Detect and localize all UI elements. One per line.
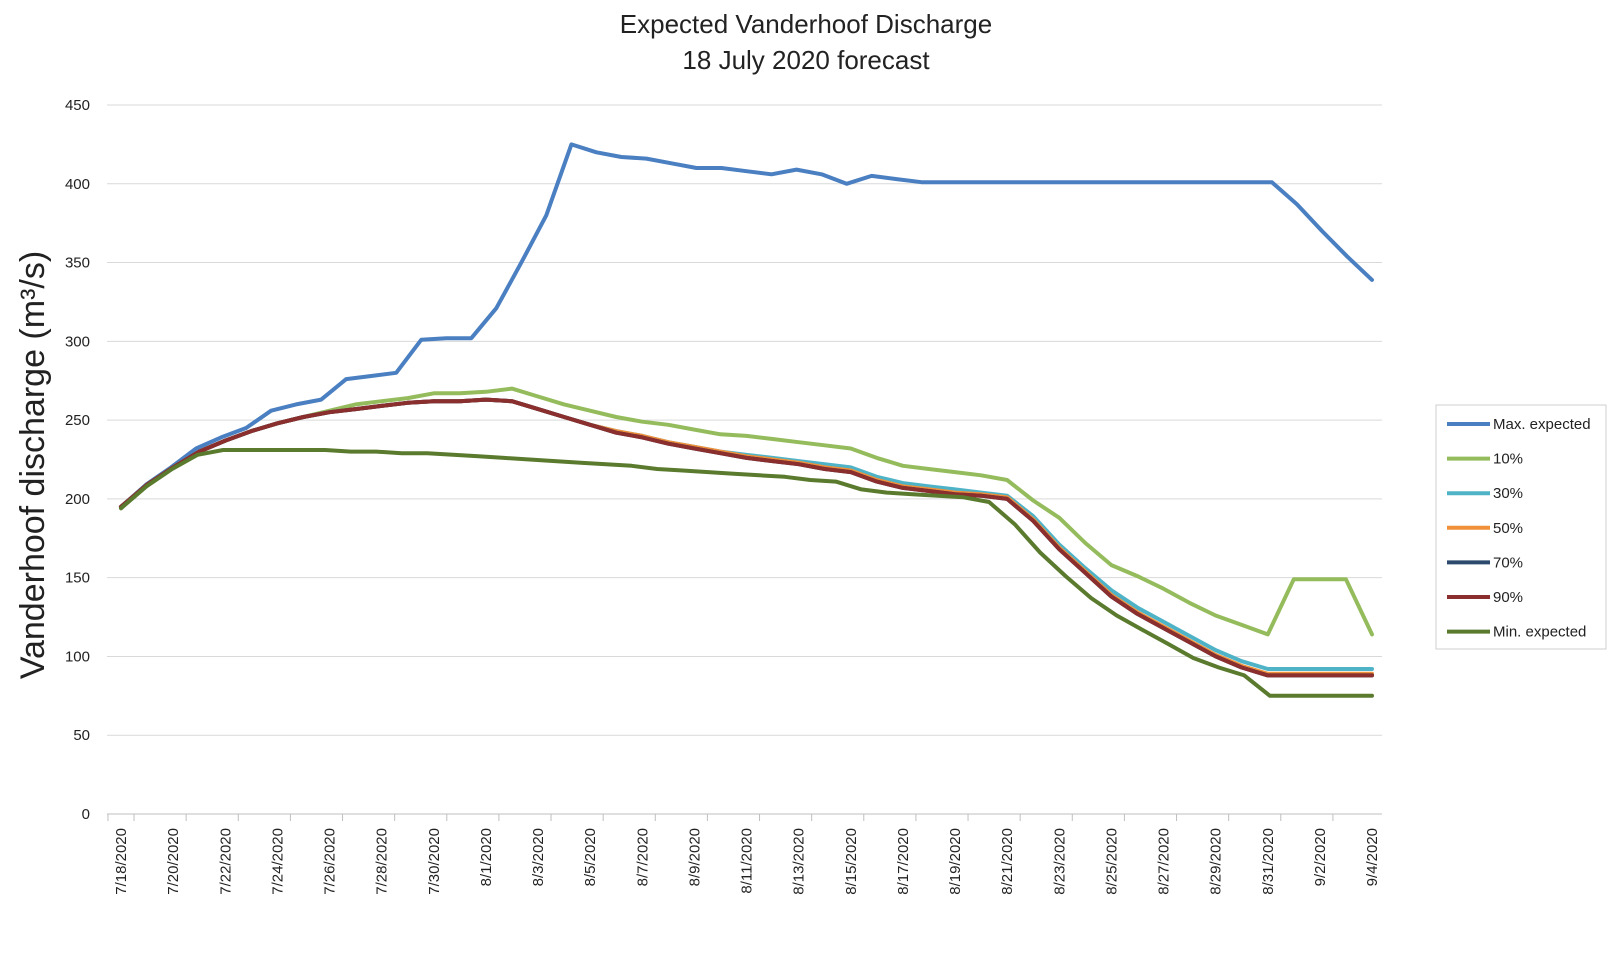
x-tick-label: 8/25/2020 [1103, 828, 1120, 895]
gridlines [107, 104, 1382, 736]
x-tick-label: 9/2/2020 [1312, 828, 1329, 886]
x-tick-label: 8/11/2020 [739, 828, 756, 894]
legend-label: 30% [1493, 485, 1523, 502]
x-tick-label: 8/27/2020 [1156, 828, 1173, 895]
y-tick-label: 0 [82, 806, 90, 823]
legend-label: 50% [1493, 520, 1523, 537]
y-tick-label: 350 [65, 255, 90, 272]
series-line-6 [119, 448, 1374, 698]
x-tick-label: 8/17/2020 [895, 828, 912, 895]
y-tick-label: 50 [73, 727, 90, 744]
x-tick-label: 8/7/2020 [634, 828, 651, 886]
x-tick-label: 8/31/2020 [1260, 828, 1277, 895]
y-axis-label: Vanderhoof discharge (m³/s) [14, 251, 52, 679]
y-tick-label: 300 [65, 333, 90, 350]
legend-label: 70% [1493, 554, 1523, 571]
x-tick-label: 7/24/2020 [269, 828, 286, 895]
x-tick-label: 9/4/2020 [1364, 828, 1381, 886]
legend: Max. expected 10% 30% 50% 70% 90% Min. expecte… [1435, 404, 1607, 650]
x-tick-label: 8/29/2020 [1208, 828, 1225, 895]
x-tick-label: 7/28/2020 [374, 828, 391, 895]
y-tick-label: 250 [65, 412, 90, 429]
legend-label: 10% [1493, 451, 1523, 468]
x-tick-label: 7/30/2020 [426, 828, 443, 895]
x-tick-label: 8/19/2020 [947, 828, 964, 895]
x-tick-label: 8/15/2020 [843, 828, 860, 895]
series-lines [119, 142, 1374, 698]
x-tick-label: 7/26/2020 [322, 828, 339, 895]
series-line-0 [119, 142, 1374, 509]
x-tick-label: 7/18/2020 [113, 828, 130, 895]
x-tick-label: 8/5/2020 [582, 828, 599, 886]
series-line-1 [119, 386, 1374, 637]
series-line-5 [119, 397, 1374, 678]
axes: 0 50 100 150 200 250 300 350 400 450 7/18/2020 7/20… [65, 97, 1382, 895]
y-tick-label: 100 [65, 648, 90, 665]
x-tick-label: 8/23/2020 [1051, 828, 1068, 895]
y-tick-label: 400 [65, 176, 90, 193]
x-tick-label: 7/20/2020 [165, 828, 182, 895]
series-line-2 [119, 397, 1374, 671]
x-tick-label: 7/22/2020 [217, 828, 234, 895]
x-tick-label: 8/9/2020 [686, 828, 703, 886]
legend-label: Max. expected [1493, 416, 1591, 433]
x-tick-label: 8/13/2020 [791, 828, 808, 895]
chart-subtitle: 18 July 2020 forecast [682, 45, 930, 75]
x-tick-label: 8/3/2020 [530, 828, 547, 886]
x-tick-label: 8/21/2020 [999, 828, 1016, 895]
legend-label: Min. expected [1493, 624, 1586, 641]
y-tick-label: 150 [65, 570, 90, 587]
y-tick-label: 450 [65, 97, 90, 114]
chart-title: Expected Vanderhoof Discharge [620, 9, 992, 39]
x-tick-label: 8/1/2020 [478, 828, 495, 886]
y-tick-label: 200 [65, 491, 90, 508]
legend-label: 90% [1493, 589, 1523, 606]
